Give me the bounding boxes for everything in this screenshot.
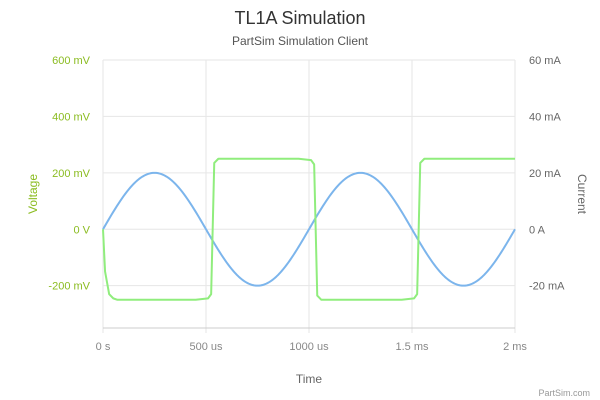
right-axis-ticks: 60 mA 40 mA 20 mA 0 A -20 mA <box>529 55 565 293</box>
right-tick-label-2: 20 mA <box>529 168 561 180</box>
plot-series <box>102 157 516 301</box>
right-tick-label-0: 60 mA <box>529 55 561 67</box>
x-tick-label-1: 500 us <box>189 341 223 353</box>
right-tick-label-3: 0 A <box>529 224 546 236</box>
voltage-series-line <box>102 157 515 301</box>
x-axis-ticks: 0 s 500 us 1000 us 1.5 ms 2 ms <box>96 341 528 353</box>
right-tick-label-1: 40 mA <box>529 111 561 123</box>
left-tick-label-4: -200 mV <box>48 281 90 293</box>
left-axis-ticks: 600 mV 400 mV 200 mV 0 V -200 mV <box>48 55 90 293</box>
x-tick-label-3: 1.5 ms <box>395 341 429 353</box>
chart-title: TL1A Simulation <box>234 8 365 28</box>
right-tick-label-4: -20 mA <box>529 281 565 293</box>
x-axis-label: Time <box>296 372 323 386</box>
gridlines <box>102 59 516 333</box>
left-axis-label: Voltage <box>26 174 40 214</box>
left-tick-label-1: 400 mV <box>52 111 91 123</box>
left-tick-label-0: 600 mV <box>52 55 91 67</box>
x-tick-label-4: 2 ms <box>503 341 527 353</box>
current-series-line <box>102 171 516 287</box>
x-tick-label-2: 1000 us <box>289 341 329 353</box>
chart-subtitle: PartSim Simulation Client <box>232 34 369 48</box>
credit-text: PartSim.com <box>538 388 590 398</box>
left-tick-label-2: 200 mV <box>52 168 91 180</box>
x-tick-label-0: 0 s <box>96 341 111 353</box>
right-axis-label: Current <box>575 174 589 215</box>
left-tick-label-3: 0 V <box>73 224 90 236</box>
